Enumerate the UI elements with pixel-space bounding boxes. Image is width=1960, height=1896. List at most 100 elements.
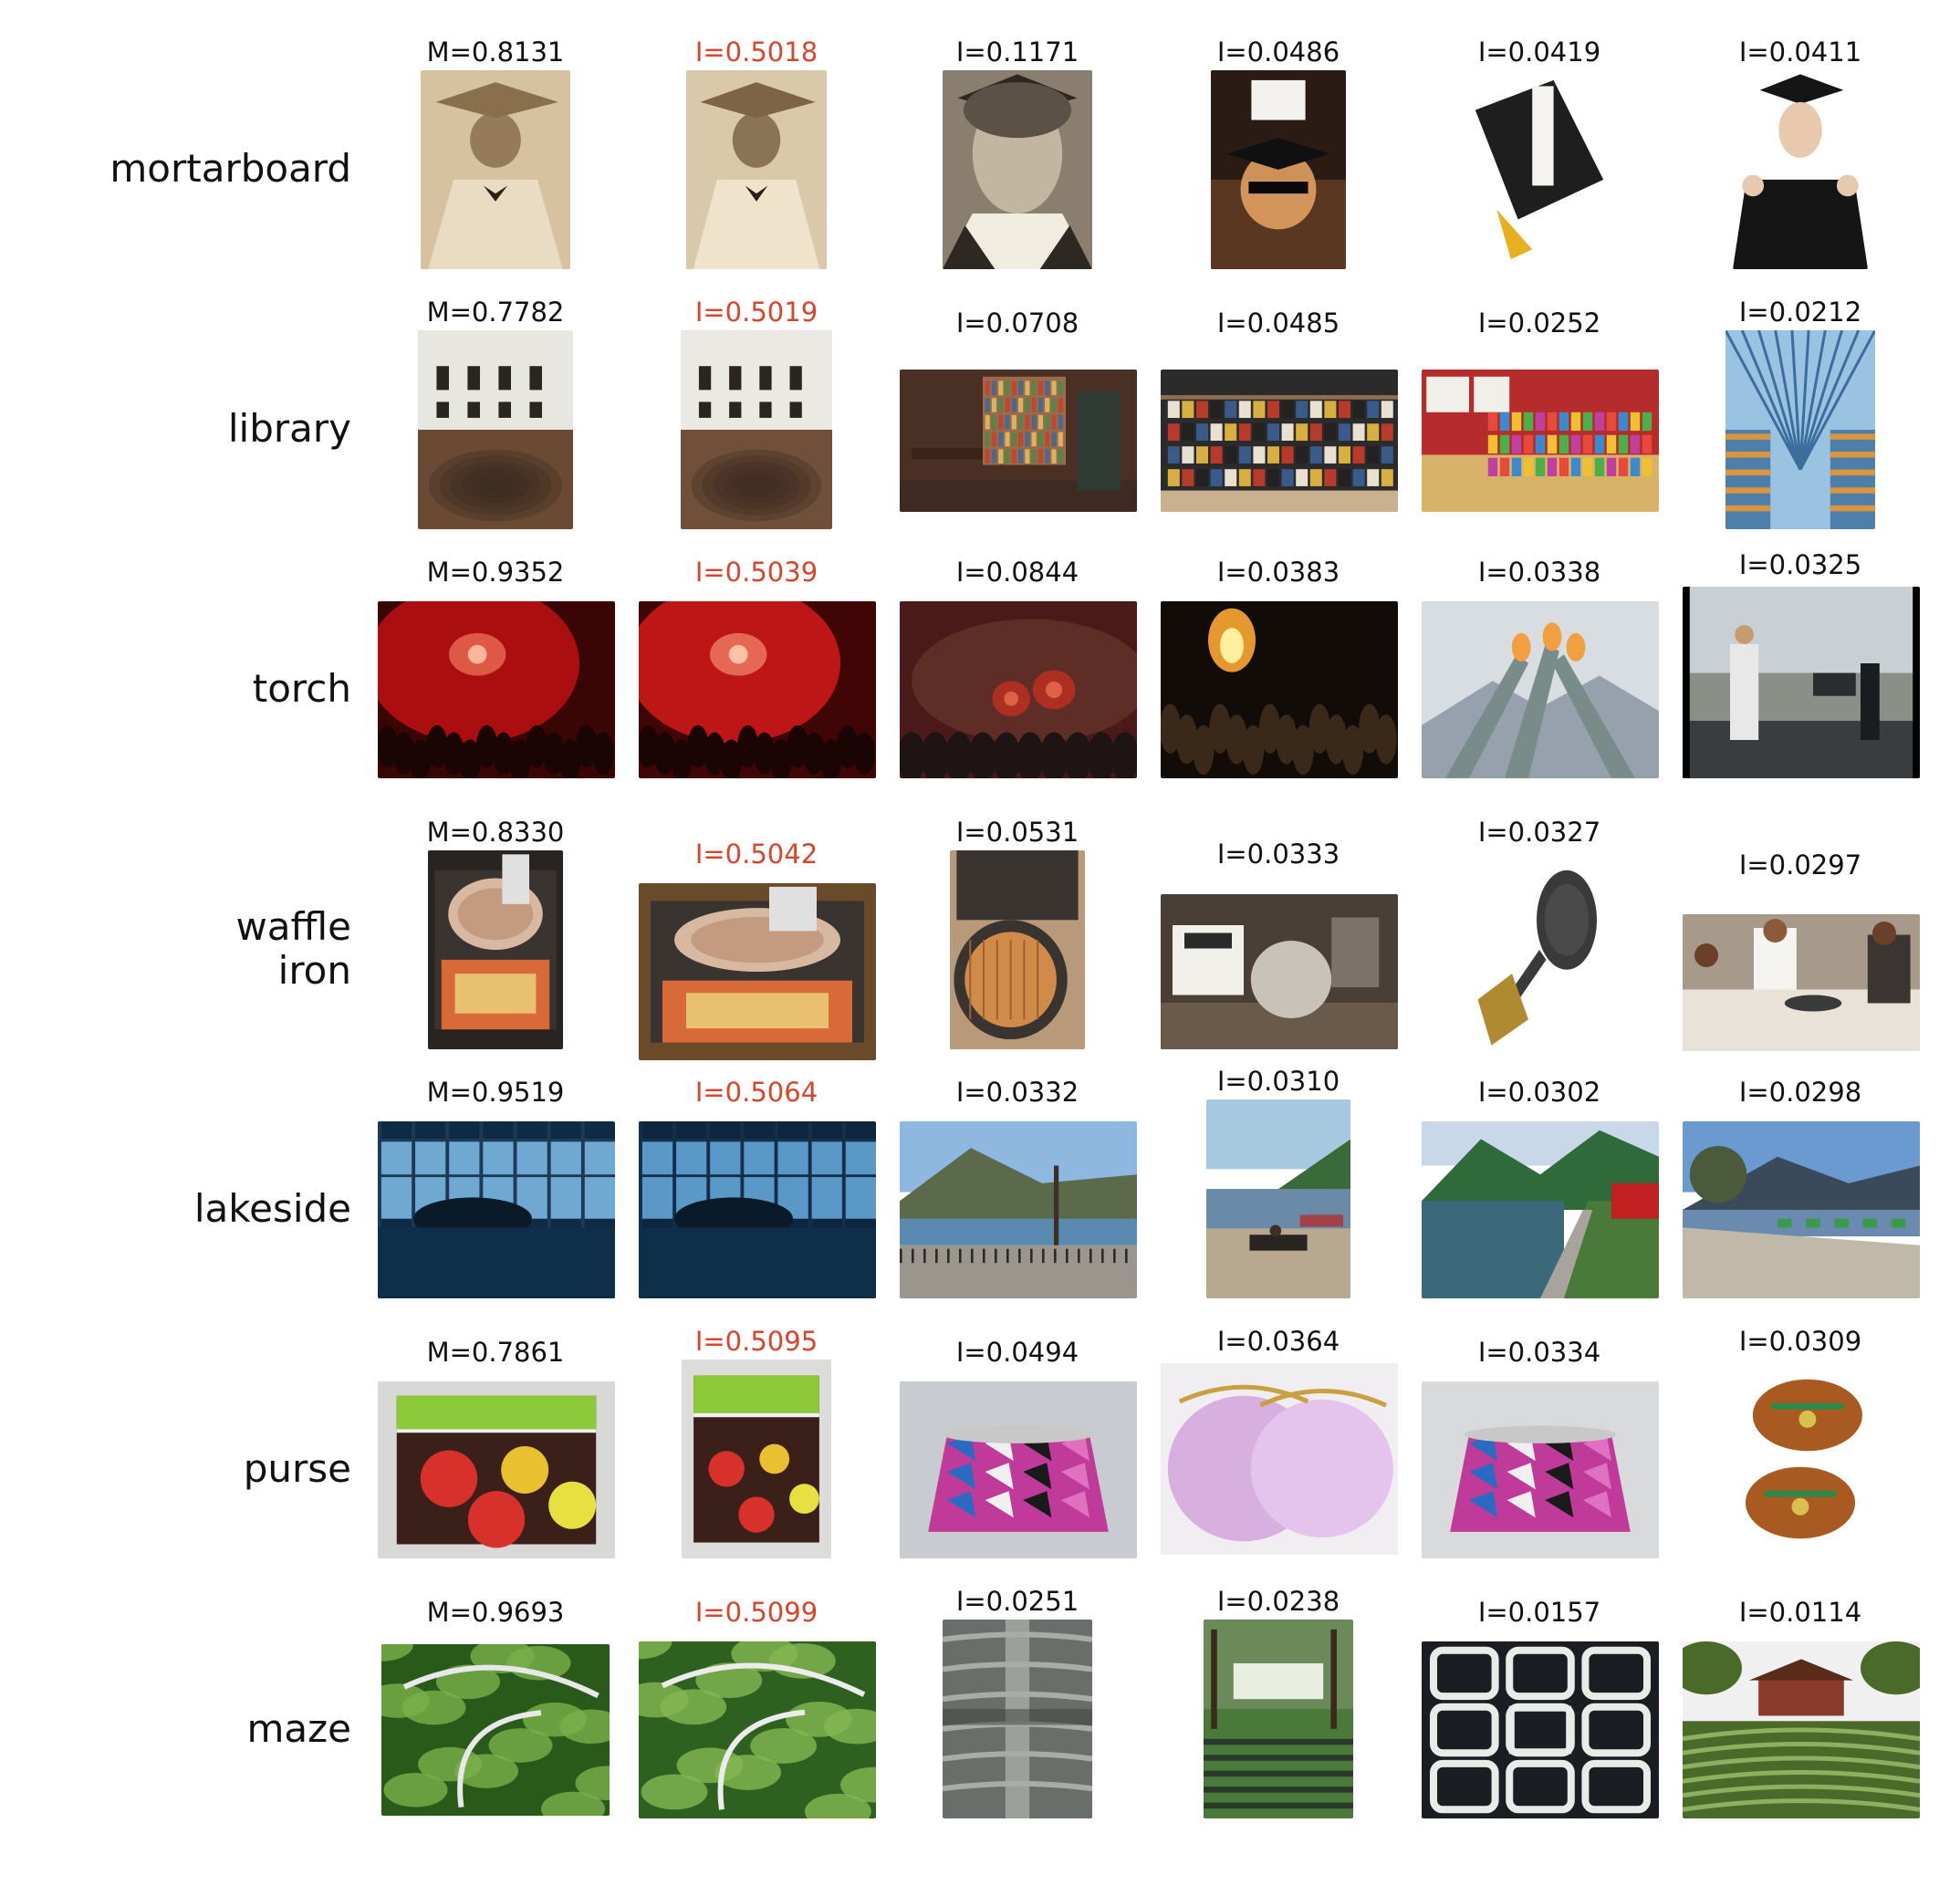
result-cell: I=0.1171 <box>900 36 1135 269</box>
dvd-display-racks-image <box>1161 370 1398 512</box>
score-label: I=0.0302 <box>1477 1077 1601 1108</box>
result-cell: I=0.0708 <box>900 307 1137 512</box>
score-label: I=0.0332 <box>955 1077 1079 1108</box>
result-cell: I=0.0302 <box>1422 1077 1659 1298</box>
result-cell: I=0.0114 <box>1683 1597 1920 1818</box>
result-cell: M=0.8131 <box>378 36 613 269</box>
cap-and-diploma-image <box>1468 70 1611 269</box>
lake-with-train-image <box>1422 1121 1659 1298</box>
bench-by-lake-image <box>1206 1099 1350 1298</box>
score-label: I=0.0298 <box>1738 1077 1862 1108</box>
score-label: I=0.0327 <box>1477 817 1601 848</box>
graduate-with-sunglasses-image <box>1211 70 1346 269</box>
result-cell: I=0.5095 <box>639 1326 874 1558</box>
row-label: purse <box>243 1446 351 1491</box>
score-label: I=0.0333 <box>1216 839 1340 870</box>
score-label: M=0.8131 <box>426 36 565 68</box>
home-study-bookshelves-image <box>900 370 1137 512</box>
result-cell: I=0.0419 <box>1422 36 1657 269</box>
geometric-frame-purse-image <box>900 1381 1137 1558</box>
result-cell: I=0.0327 <box>1422 817 1657 1049</box>
score-label: M=0.7782 <box>426 297 565 328</box>
score-label: M=0.9693 <box>426 1597 565 1628</box>
indoor-pool-window-view-image <box>378 1121 615 1298</box>
childrens-library-shelves-image <box>1422 370 1659 512</box>
score-label: I=0.0383 <box>1216 557 1340 588</box>
highlighted-score-label: I=0.5042 <box>694 839 818 870</box>
score-label: I=0.0486 <box>1216 36 1340 68</box>
highlighted-score-label: I=0.5039 <box>694 557 818 588</box>
result-cell: I=0.0251 <box>900 1586 1135 1818</box>
cast-iron-waffle-iron-image <box>1471 850 1608 1049</box>
score-label: I=0.0252 <box>1477 307 1601 339</box>
sepia-graduate-portrait-image <box>421 70 570 269</box>
result-cell: I=0.0486 <box>1161 36 1396 269</box>
row-label: maze <box>246 1706 351 1751</box>
torch-relay-runner-image <box>1683 587 1920 778</box>
result-cell: I=0.0325 <box>1683 549 1920 778</box>
result-cell: I=0.0298 <box>1683 1077 1920 1298</box>
result-cell: I=0.0494 <box>900 1337 1137 1558</box>
result-cell: M=0.7782 <box>378 297 613 529</box>
hedge-maze-pavilion-image <box>1683 1641 1920 1818</box>
flares-in-smoke-image <box>900 601 1137 778</box>
domed-reading-room-image <box>418 330 573 529</box>
score-label: I=0.0334 <box>1477 1337 1601 1368</box>
score-label: I=0.0238 <box>1216 1586 1340 1617</box>
score-label: M=0.7861 <box>426 1337 565 1368</box>
result-cell: I=0.5042 <box>639 839 876 1060</box>
score-label: I=0.0531 <box>955 817 1079 848</box>
score-label: I=0.0251 <box>955 1586 1079 1617</box>
domed-reading-room-image <box>681 330 832 529</box>
score-label: M=0.9352 <box>426 557 565 588</box>
result-cell: I=0.0338 <box>1422 557 1659 778</box>
apple-print-pouch-image <box>378 1381 615 1558</box>
row-label: lakeside <box>193 1186 351 1231</box>
result-cell: I=0.0297 <box>1683 849 1920 1051</box>
highlighted-score-label: I=0.5019 <box>694 297 818 328</box>
score-label: I=0.0708 <box>955 307 1079 339</box>
ice-cream-on-waffle-iron-image <box>428 850 563 1049</box>
score-label: I=0.0309 <box>1738 1326 1862 1357</box>
sepia-graduate-portrait-image <box>686 70 827 269</box>
row-label: library <box>227 406 351 451</box>
smiling-graduate-thumbs-up-image <box>1733 70 1868 269</box>
result-cell: I=0.5019 <box>639 297 874 529</box>
result-cell: I=0.0157 <box>1422 1597 1659 1818</box>
hedge-maze-trellis-image <box>639 1641 876 1818</box>
hedge-maze-trellis-image <box>381 1644 610 1816</box>
garden-maze-house-image <box>1204 1620 1353 1818</box>
lakeside-walkway-image <box>1683 1121 1920 1298</box>
result-cell: M=0.7861 <box>378 1337 615 1558</box>
geometric-frame-purse-image <box>1422 1381 1659 1558</box>
result-cell: I=0.0844 <box>900 557 1137 778</box>
lilac-satin-clutch-image <box>1161 1363 1398 1555</box>
score-label: I=0.1171 <box>955 36 1079 68</box>
score-label: I=0.0325 <box>1738 549 1862 580</box>
result-cell: I=0.0531 <box>900 817 1135 1049</box>
score-label: I=0.0411 <box>1738 36 1862 68</box>
score-label: M=0.8330 <box>426 817 565 848</box>
result-cell: I=0.0411 <box>1683 36 1918 269</box>
highlighted-score-label: I=0.5018 <box>694 36 818 68</box>
result-cell: I=0.5018 <box>639 36 874 269</box>
result-cell: I=0.0485 <box>1161 307 1398 512</box>
result-cell: M=0.9352 <box>378 557 615 778</box>
result-cell: I=0.0238 <box>1161 1586 1396 1818</box>
result-cell: I=0.0364 <box>1161 1326 1398 1555</box>
score-label: I=0.0364 <box>1216 1326 1340 1357</box>
highlighted-score-label: I=0.5064 <box>694 1077 818 1108</box>
result-cell: I=0.0212 <box>1683 297 1918 529</box>
score-label: I=0.0338 <box>1477 557 1601 588</box>
row-label: mortarboard <box>109 146 351 191</box>
score-label: I=0.0297 <box>1738 849 1862 880</box>
carved-maze-pattern-image <box>1422 1641 1659 1818</box>
lake-promenade-tree-image <box>900 1121 1137 1298</box>
highlighted-score-label: I=0.5095 <box>694 1326 818 1357</box>
pebble-labyrinth-image <box>943 1620 1092 1818</box>
bonfire-night-crowd-image <box>1161 601 1398 778</box>
result-cell: I=0.0333 <box>1161 839 1398 1049</box>
score-label: I=0.0310 <box>1216 1066 1340 1097</box>
result-cell: I=0.0252 <box>1422 307 1659 512</box>
